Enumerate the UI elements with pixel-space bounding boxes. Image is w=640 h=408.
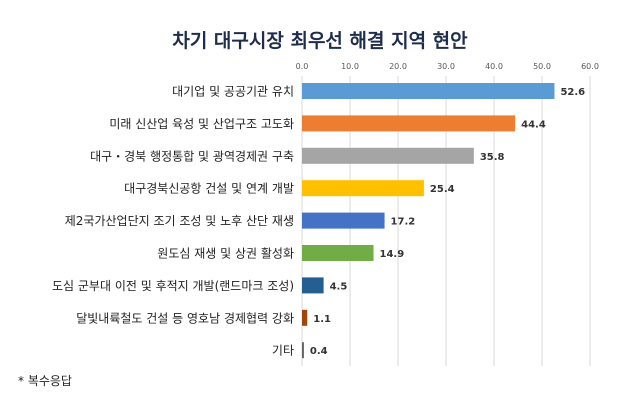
x-tick-label: 60.0: [581, 62, 599, 71]
bar: [302, 309, 308, 326]
chart-title: 차기 대구시장 최우선 해결 지역 현안: [172, 30, 468, 52]
x-tick-label: 0.0: [296, 62, 309, 71]
data-label: 4.5: [330, 281, 348, 292]
footnote: * 복수응답: [18, 374, 72, 388]
bar: [302, 342, 304, 359]
x-tick-label: 20.0: [389, 62, 407, 71]
data-label: 0.4: [310, 346, 328, 357]
category-label: 대구경북신공항 건설 및 연계 개발: [124, 182, 294, 196]
data-label: 44.4: [521, 119, 546, 130]
category-label: 대기업 및 공공기관 유치: [172, 85, 294, 99]
x-tick-label: 40.0: [485, 62, 503, 71]
category-label: 달빛내륙철도 건설 등 영호남 경제협력 강화: [76, 311, 294, 325]
category-label: 대구・경북 행정통합 및 광역경제권 구축: [90, 148, 294, 163]
category-label: 제2국가산업단지 조기 조성 및 노후 산단 재생: [65, 214, 294, 228]
bar: [302, 212, 385, 229]
data-label: 35.8: [480, 152, 505, 163]
data-label: 1.1: [313, 314, 331, 325]
bar: [302, 83, 555, 99]
category-label: 원도심 재생 및 상권 활성화: [157, 247, 294, 261]
bar: [302, 245, 374, 261]
data-label: 17.2: [391, 217, 416, 228]
data-label: 25.4: [430, 184, 455, 195]
category-label: 미래 신산업 육성 및 산업구조 고도화: [109, 117, 294, 131]
data-label: 14.9: [380, 249, 405, 260]
bar: [302, 115, 516, 132]
category-label: 기타: [272, 344, 294, 358]
x-tick-label: 50.0: [533, 62, 551, 71]
bar: [302, 180, 424, 197]
data-label: 52.6: [560, 87, 585, 98]
x-tick-label: 30.0: [437, 62, 455, 71]
bar: [302, 277, 324, 294]
x-tick-label: 10.0: [341, 62, 359, 71]
category-label: 도심 군부대 이전 및 후적지 개발(랜드마크 조성): [52, 279, 294, 293]
bar: [302, 147, 474, 164]
